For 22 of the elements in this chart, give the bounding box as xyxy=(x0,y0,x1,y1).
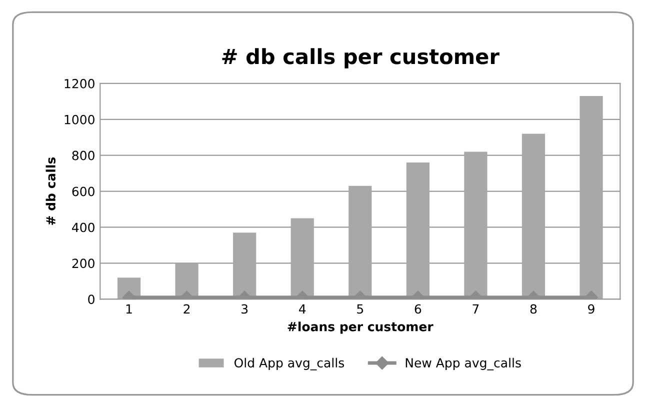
x-tick-label: 4 xyxy=(299,304,306,314)
bar xyxy=(580,96,603,300)
x-tick-label: 6 xyxy=(414,304,422,314)
x-tick-label: 8 xyxy=(530,304,537,314)
y-tick-label: 400 xyxy=(72,222,94,232)
x-tick-label: 3 xyxy=(242,304,248,314)
y-tick-label: 600 xyxy=(72,186,94,196)
y-tick-label: 1200 xyxy=(64,78,94,88)
y-tick-label: 0 xyxy=(88,294,94,304)
x-tick-label: 7 xyxy=(472,304,479,314)
x-tick-label: 5 xyxy=(357,304,364,314)
y-axis-title: # db calls xyxy=(46,157,56,225)
chart-title: # db calls per customer xyxy=(222,48,500,68)
legend-label: Old App avg_calls xyxy=(234,358,344,370)
y-tick-label: 1000 xyxy=(64,114,94,124)
legend-label: New App avg_calls xyxy=(406,358,521,370)
y-tick-label: 800 xyxy=(72,150,94,160)
y-tick-label: 200 xyxy=(72,258,94,268)
x-tick-label: 2 xyxy=(184,304,190,314)
x-tick-label: 9 xyxy=(588,304,594,314)
x-axis-title: #loans per customer xyxy=(288,322,434,334)
x-tick-label: 1 xyxy=(126,304,132,314)
